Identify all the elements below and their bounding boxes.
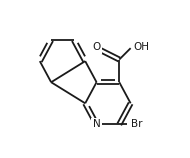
Text: N: N: [93, 119, 101, 129]
Text: Br: Br: [131, 119, 143, 129]
Text: O: O: [93, 42, 101, 52]
Text: OH: OH: [133, 42, 149, 52]
